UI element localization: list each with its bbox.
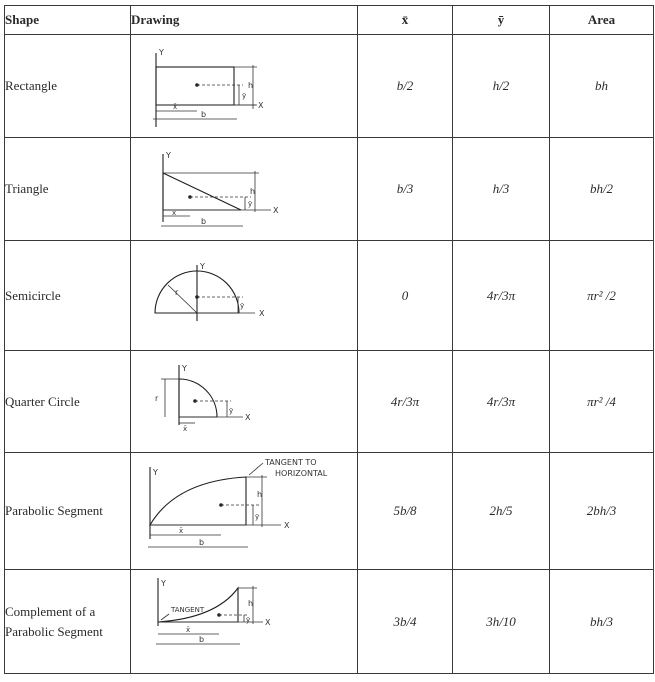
svg-text:Y: Y [160,579,166,588]
svg-text:ȳ: ȳ [229,407,233,415]
svg-text:b: b [201,217,206,226]
xbar-value: 5b/8 [357,452,453,570]
header-row: Shape Drawing x̄ ȳ Area [4,5,654,35]
ybar-value: 2h/5 [452,452,550,570]
ybar-value: h/2 [452,34,550,138]
svg-text:Y: Y [181,364,187,373]
svg-text:TANGENT TO: TANGENT TO [264,458,317,467]
svg-text:ȳ: ȳ [248,200,252,208]
svg-text:b: b [199,538,204,547]
svg-text:X: X [284,521,290,530]
table-row: Semicircle Y r ȳ X 0 4r/3π πr² /2 [4,240,654,351]
semicircle-sketch: Y r ȳ X [130,240,358,351]
xbar-value: b/2 [357,34,453,138]
shape-name: Parabolic Segment [4,452,131,570]
svg-text:HORIZONTAL: HORIZONTAL [275,469,328,478]
svg-text:ȳ: ȳ [255,513,259,521]
shape-name: Rectangle [4,34,131,138]
svg-text:X: X [245,413,251,422]
ybar-value: 3h/10 [452,569,550,674]
area-value: bh/3 [549,569,654,674]
svg-text:ȳ: ȳ [246,616,250,624]
header-shape: Shape [4,5,131,35]
area-value: πr² /4 [549,350,654,453]
area-value: πr² /2 [549,240,654,351]
svg-text:TANGENT: TANGENT [170,606,205,614]
area-value: bh [549,34,654,138]
svg-text:h: h [250,187,255,196]
svg-text:h: h [248,81,253,90]
svg-text:Y: Y [165,151,171,160]
svg-text:Y: Y [152,468,158,477]
area-value: 2bh/3 [549,452,654,570]
svg-text:b: b [201,110,206,119]
area-value: bh/2 [549,137,654,241]
table-row: Quarter Circle Y r ȳ X x̄ 4r/3π 4r/3π πr… [4,350,654,453]
svg-text:r: r [175,288,179,297]
xbar-value: 3b/4 [357,569,453,674]
header-drawing: Drawing [130,5,358,35]
centroid-table: Shape Drawing x̄ ȳ Area Rectangle Y h ȳ … [4,5,654,674]
table-row: Rectangle Y h ȳ X x̄ b b/ [4,34,654,138]
ybar-value: 4r/3π [452,240,550,351]
shape-name-line2: Parabolic Segment [5,623,103,639]
shape-name: Quarter Circle [4,350,131,453]
svg-text:b: b [199,635,204,644]
svg-text:X: X [259,309,265,318]
svg-text:X: X [265,618,271,627]
svg-text:x̄: x̄ [186,626,190,634]
svg-text:Y: Y [158,48,164,57]
svg-text:x̄: x̄ [179,527,183,535]
xbar-value: 0 [357,240,453,351]
svg-text:x̄: x̄ [172,209,176,217]
header-area: Area [549,5,654,35]
complement-parabolic-sketch: Y TANGENT h ȳ X x̄ b [130,569,358,674]
svg-text:x̄: x̄ [173,103,177,111]
svg-text:Y: Y [199,262,205,271]
svg-text:ȳ: ȳ [240,302,244,310]
quarter-circle-sketch: Y r ȳ X x̄ [130,350,358,453]
shape-name: Semicircle [4,240,131,351]
svg-text:h: h [248,599,253,608]
svg-text:X: X [273,206,279,215]
shape-name: Complement of a Parabolic Segment [4,569,131,674]
svg-text:X: X [258,101,264,110]
triangle-sketch: Y h ȳ X x̄ b [130,137,358,241]
xbar-value: b/3 [357,137,453,241]
table-row: Complement of a Parabolic Segment Y TANG… [4,569,654,674]
svg-text:h: h [257,490,262,499]
parabolic-segment-sketch: Y TANGENT TO HORIZONTAL h ȳ X x̄ b [130,452,358,570]
svg-text:x̄: x̄ [183,425,187,433]
ybar-value: 4r/3π [452,350,550,453]
table-row: Triangle Y h ȳ X x̄ b b/3 h/3 [4,137,654,241]
rectangle-sketch: Y h ȳ X x̄ b [130,34,358,138]
table-row: Parabolic Segment Y TANGENT TO HORIZONTA… [4,452,654,570]
svg-text:ȳ: ȳ [242,92,246,100]
xbar-value: 4r/3π [357,350,453,453]
shape-name: Triangle [4,137,131,241]
ybar-value: h/3 [452,137,550,241]
header-xbar: x̄ [357,5,453,35]
header-ybar: ȳ [452,5,550,35]
shape-name-line1: Complement of a [5,603,96,619]
svg-text:r: r [155,394,159,403]
